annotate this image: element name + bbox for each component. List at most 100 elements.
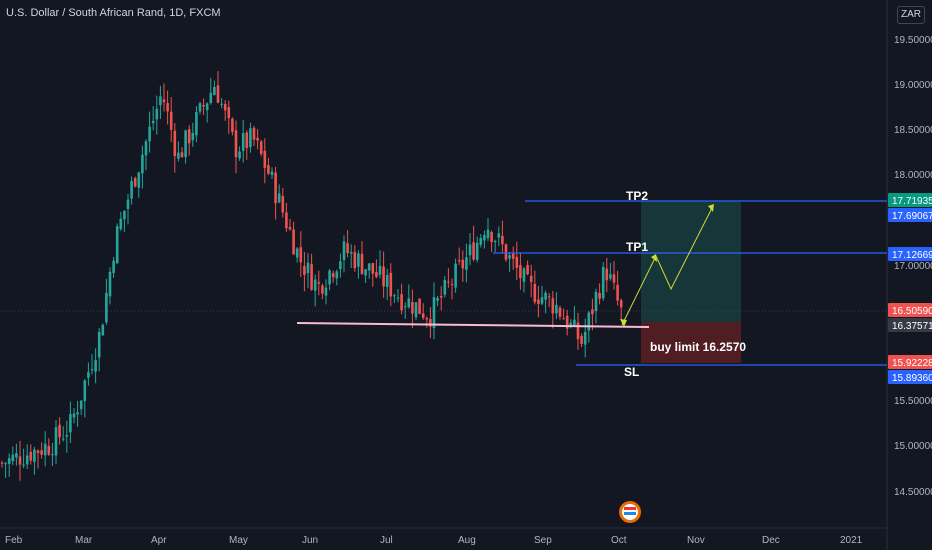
price-tag-text: 16.50590 — [892, 306, 932, 317]
candle-body — [357, 253, 360, 267]
candle-body — [432, 297, 436, 328]
candle-body — [382, 266, 385, 287]
candle-body — [396, 297, 400, 299]
candle-body — [295, 248, 299, 258]
x-tick-label: Jul — [380, 535, 393, 546]
y-tick-label: 14.50000 — [894, 487, 932, 498]
profit-zone[interactable] — [641, 201, 741, 322]
candle-body — [151, 120, 155, 124]
candle-body — [447, 281, 450, 283]
price-tag-sl[interactable]: 15.89360 — [888, 370, 932, 384]
candle-body — [263, 150, 267, 168]
candle-body — [22, 464, 25, 466]
candle-body — [177, 152, 180, 159]
candle-body — [339, 261, 342, 270]
candle-body — [180, 152, 184, 158]
candle-body — [202, 105, 205, 107]
chart-title: U.S. Dollar / South African Rand, 1D, FX… — [6, 7, 221, 19]
candle-body — [619, 300, 623, 308]
candle-body — [526, 264, 529, 275]
candle-body — [457, 260, 461, 262]
candle-body — [115, 226, 119, 264]
x-tick-label: Apr — [151, 535, 167, 546]
candle-body — [321, 285, 324, 294]
candle-series — [0, 71, 623, 481]
loss-zone[interactable] — [641, 322, 741, 363]
flag-icon[interactable] — [619, 501, 641, 523]
candle-body — [130, 180, 133, 199]
candle-body — [162, 99, 166, 103]
candle-body — [58, 424, 61, 438]
candle-body — [227, 107, 231, 119]
candle-body — [407, 298, 411, 308]
candle-body — [29, 451, 33, 461]
y-tick-label: 19.50000 — [894, 35, 932, 46]
candle-body — [504, 244, 508, 260]
forecast-arrow-path[interactable] — [621, 205, 714, 326]
arrow-head-icon — [620, 319, 627, 327]
flag-icon-stripe — [624, 507, 636, 510]
candle-body — [360, 253, 364, 274]
candle-body — [573, 319, 576, 326]
candle-body — [468, 244, 472, 256]
candle-body — [0, 462, 4, 464]
candle-body — [25, 455, 29, 465]
price-tag-tp1[interactable]: 17.12669 — [888, 247, 932, 261]
y-tick-label: 15.00000 — [894, 441, 932, 452]
candle-body — [245, 132, 249, 148]
price-tag-entry[interactable]: 16.37571 — [888, 318, 932, 332]
candle-body — [421, 313, 425, 318]
candle-body — [497, 233, 501, 238]
price-tag-tp2-alt[interactable]: 17.69067 — [888, 208, 932, 222]
candle-body — [51, 454, 54, 456]
candle-body — [490, 232, 493, 243]
candle-body — [493, 240, 497, 243]
x-tick-label: Feb — [5, 535, 23, 546]
candle-body — [544, 292, 547, 300]
candle-body — [483, 235, 486, 241]
candle-body — [155, 108, 159, 120]
candle-body — [609, 274, 612, 279]
candle-body — [187, 129, 191, 144]
candle-body — [256, 137, 259, 141]
candle-body — [519, 265, 522, 279]
candle-body — [292, 229, 295, 255]
candle-body — [310, 264, 313, 290]
candle-body — [69, 413, 72, 433]
candle-body — [429, 318, 432, 327]
candle-body — [400, 294, 403, 311]
price-tag-tp2[interactable]: 17.71935 — [888, 193, 932, 207]
price-tag-last[interactable]: 16.50590 — [888, 303, 932, 317]
candle-body — [443, 279, 447, 295]
price-tag-text: 17.12669 — [892, 250, 932, 261]
candle-body — [105, 292, 108, 323]
candle-body — [465, 257, 468, 270]
candle-body — [169, 111, 173, 130]
support-line[interactable] — [296, 322, 650, 328]
price-tag-bg — [888, 193, 932, 207]
price-tag-text: 15.89360 — [892, 373, 932, 384]
candle-body — [411, 302, 414, 314]
candle-body — [43, 443, 47, 456]
candle-body — [209, 92, 213, 103]
candle-body — [342, 241, 346, 261]
candle-body — [486, 229, 490, 239]
candle-body — [454, 263, 457, 288]
price-axis[interactable]: 19.50000 19.00000 18.50000 18.00000 17.0… — [894, 35, 932, 498]
time-axis[interactable]: Feb Mar Apr May Jun Jul Aug Sep Oct Nov … — [5, 535, 863, 546]
candle-body — [18, 456, 22, 465]
candle-body — [371, 263, 375, 274]
candle-body — [72, 413, 76, 418]
candle-body — [54, 427, 58, 456]
candle-body — [270, 171, 274, 175]
candle-body — [353, 252, 357, 269]
candle-body — [133, 178, 137, 187]
price-tag-bg — [888, 208, 932, 222]
candle-body — [195, 112, 198, 136]
candle-body — [7, 458, 11, 464]
currency-button[interactable]: ZAR — [897, 6, 925, 24]
candle-body — [148, 126, 151, 142]
price-tag-stop[interactable]: 15.92228 — [888, 355, 932, 369]
candle-body — [547, 296, 551, 298]
